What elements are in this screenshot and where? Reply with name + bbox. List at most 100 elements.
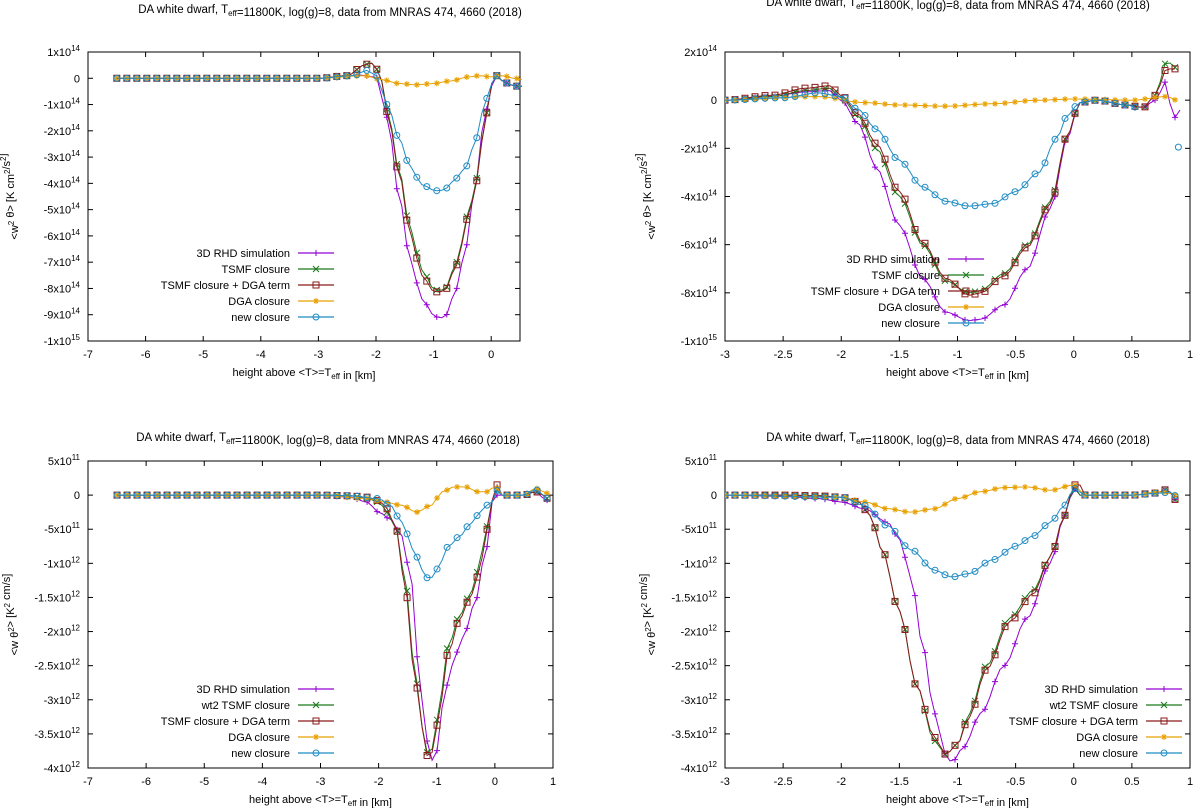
panel-top-left: DA white dwarf, Teff=11800K, log(g)=8, d… xyxy=(0,4,522,382)
y-tick-label: -5x1014 xyxy=(44,202,81,217)
y-tick-label: -2x1014 xyxy=(681,140,718,155)
x-tick-label: -6 xyxy=(141,776,151,788)
series-dga-closure xyxy=(114,483,551,516)
y-tick-label: -1x1012 xyxy=(681,555,718,570)
y-tick-label: -1.5x1012 xyxy=(671,589,717,604)
y-axis-label: <w2 θ> [K cm2/s2] xyxy=(634,153,658,239)
y-tick-label: -2.5x1012 xyxy=(34,658,80,673)
x-tick-label: -0.5 xyxy=(1006,776,1025,788)
legend-marker xyxy=(1160,701,1168,709)
chart-title: DA white dwarf, Teff=11800K, log(g)=8, d… xyxy=(138,4,522,19)
y-tick-label: -3.5x1012 xyxy=(34,726,80,741)
y-tick-label: -2.5x1012 xyxy=(671,658,717,673)
legend-label: TSMF closure + DGA term xyxy=(161,280,290,292)
x-tick-label: -2.5 xyxy=(774,776,793,788)
series-dga-closure xyxy=(725,482,1178,515)
series-line xyxy=(116,62,522,291)
x-tick-label: -1.5 xyxy=(890,349,909,361)
x-tick-label: -1 xyxy=(429,349,439,361)
series-line xyxy=(725,92,1136,207)
series-line xyxy=(116,62,522,293)
legend-label: TSMF closure + DGA term xyxy=(811,286,940,298)
legend-label: 3D RHD simulation xyxy=(196,684,290,696)
legend-marker xyxy=(963,304,969,310)
x-tick-label: 0.5 xyxy=(1124,776,1139,788)
series-line xyxy=(116,69,522,192)
x-tick-label: -5 xyxy=(199,776,209,788)
x-axis-label: height above <T>=Teff in [km] xyxy=(886,794,1029,808)
legend-marker xyxy=(962,271,970,279)
x-tick-label: 0 xyxy=(488,349,494,361)
legend-marker xyxy=(312,717,320,725)
legend-label: new closure xyxy=(231,748,290,760)
y-tick-label: -2x1012 xyxy=(44,624,81,639)
y-tick-label: 5x1011 xyxy=(48,453,81,468)
x-tick-label: -7 xyxy=(83,349,93,361)
legend-label: DGA closure xyxy=(878,302,940,314)
series-line xyxy=(117,486,548,513)
y-tick-label: 2x1014 xyxy=(684,44,717,59)
y-tick-label: -1.5x1012 xyxy=(34,589,80,604)
legend-marker xyxy=(313,250,319,256)
y-tick-label: -7x1014 xyxy=(44,254,81,269)
x-tick-label: 0.5 xyxy=(1124,349,1139,361)
series-tsmf-closure-dga-term xyxy=(725,65,1179,298)
legend: 3D RHD simulation wt2 TSMF closure TSMF cl… xyxy=(1009,684,1182,760)
svg-text:<w θ2> [K2 cm/s]: <w θ2> [K2 cm/s] xyxy=(638,574,658,656)
x-tick-label: 0 xyxy=(492,776,498,788)
x-tick-label: -2 xyxy=(374,776,384,788)
series-line xyxy=(725,96,1176,107)
legend-marker xyxy=(313,686,319,692)
legend-label: 3D RHD simulation xyxy=(846,254,940,266)
y-axis-label: <w2 θ> [K cm2/s2] xyxy=(0,153,21,239)
panel-bottom-left: DA white dwarf, Teff=11800K, log(g)=8, d… xyxy=(1,432,556,808)
legend-marker xyxy=(1161,686,1167,692)
y-tick-label: -5x1011 xyxy=(44,521,80,536)
x-tick-label: -6 xyxy=(141,349,151,361)
x-tick-label: -5 xyxy=(198,349,208,361)
legend-label: DGA closure xyxy=(228,296,290,308)
x-tick-label: -4 xyxy=(257,776,267,788)
legend-marker xyxy=(962,287,970,295)
legend-label: new closure xyxy=(1079,748,1138,760)
series-dga-closure xyxy=(725,93,1178,110)
legend: 3D RHD simulation TSMF closure TSMF closur… xyxy=(811,254,984,330)
series-tsmf-closure-dga-term xyxy=(113,60,522,296)
legend-marker xyxy=(312,265,320,273)
x-tick-label: -7 xyxy=(83,776,93,788)
y-tick-label: -2x1014 xyxy=(44,123,81,138)
legend-marker xyxy=(1160,717,1168,725)
y-axis-label: <w θ2> [K2 cm/s] xyxy=(1,574,21,656)
series-new-closure xyxy=(725,89,1139,210)
y-tick-label: -4x1014 xyxy=(681,189,718,204)
series-new-closure xyxy=(113,486,551,582)
x-tick-label: 1 xyxy=(550,776,556,788)
x-tick-label: -1 xyxy=(432,776,442,788)
legend-label: TSMF closure xyxy=(222,264,290,276)
y-tick-label: -8x1014 xyxy=(681,285,718,300)
x-tick-label: -0.5 xyxy=(1006,349,1025,361)
x-axis-label: height above <T>=Teff in [km] xyxy=(886,367,1029,382)
legend-label: TSMF closure xyxy=(872,270,940,282)
legend-marker xyxy=(313,298,319,304)
series-new-closure xyxy=(113,66,522,195)
legend-marker xyxy=(962,319,970,327)
y-tick-label: 0 xyxy=(711,95,717,107)
x-tick-label: -4 xyxy=(256,349,266,361)
plot-frame xyxy=(87,460,554,769)
x-tick-label: -3 xyxy=(720,349,730,361)
legend-label: DGA closure xyxy=(1076,732,1138,744)
series-line xyxy=(725,486,1176,755)
legend-marker xyxy=(312,313,320,321)
svg-text:<w θ2> [K2 cm/s]: <w θ2> [K2 cm/s] xyxy=(1,574,21,656)
legend-label: DGA closure xyxy=(228,732,290,744)
y-tick-label: 0 xyxy=(711,490,717,502)
y-tick-label: -1x1012 xyxy=(44,555,81,570)
series-tsmf-closure xyxy=(113,60,522,294)
legend-label: new closure xyxy=(881,318,940,330)
y-tick-label: -1x1015 xyxy=(44,333,81,348)
y-tick-label: -5x1011 xyxy=(681,521,717,536)
x-tick-label: 0 xyxy=(1071,349,1077,361)
y-tick-label: -4x1012 xyxy=(44,760,81,775)
y-tick-label: 0 xyxy=(74,73,80,85)
